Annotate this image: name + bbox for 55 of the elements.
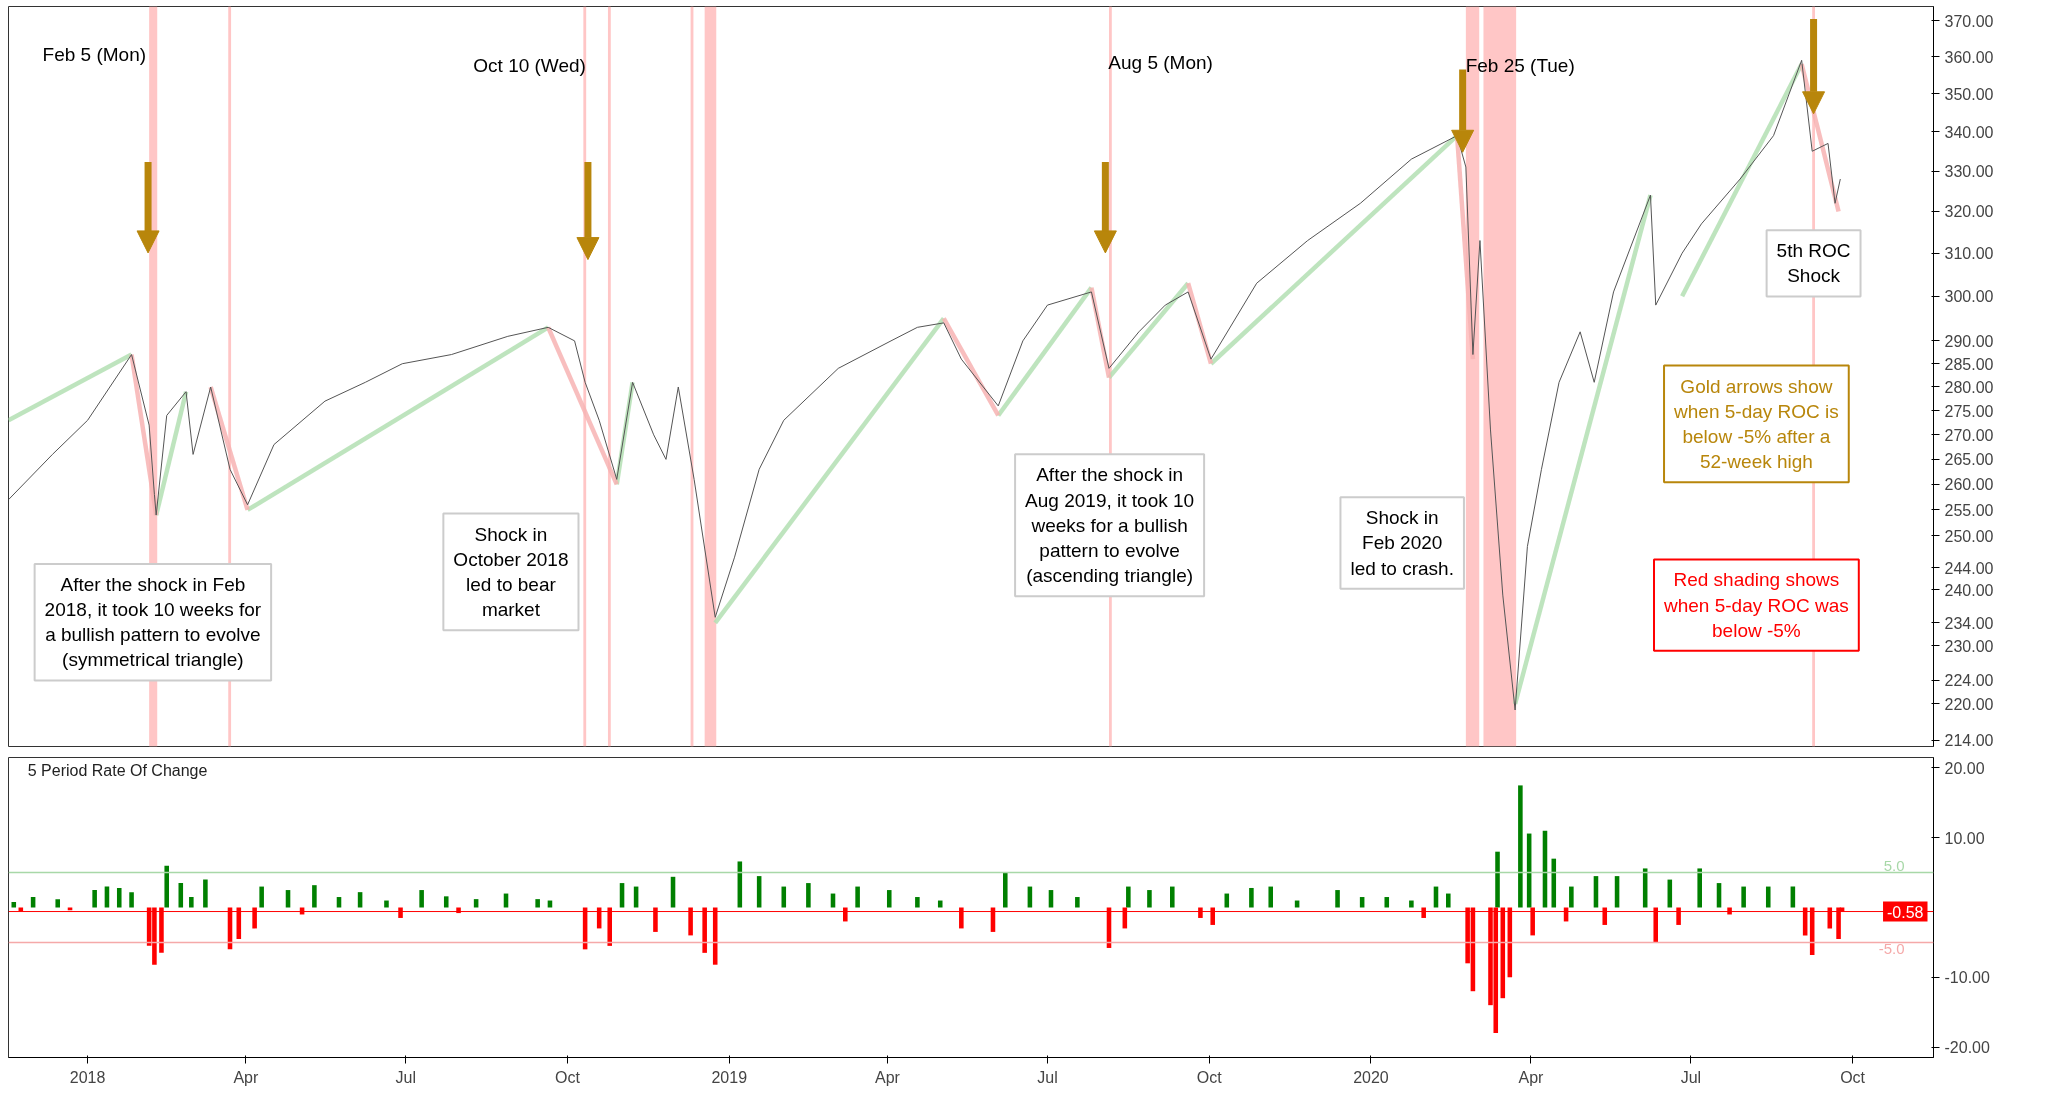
y-tick-label: 10.00 xyxy=(1944,829,1985,847)
y-tick-label: 20.00 xyxy=(1944,759,1985,777)
annotation: Aug 5 (Mon) xyxy=(1108,51,1213,73)
annotation: Red shading shows when 5-day ROC was below -5% xyxy=(1663,569,1849,641)
y-tick-label: 260.00 xyxy=(1944,476,1994,494)
y-tick-label: -20.00 xyxy=(1944,1039,1990,1057)
x-tick-label: Oct xyxy=(1196,1068,1223,1086)
x-tick-label: Jul xyxy=(1037,1068,1058,1086)
y-tick-label: 290.00 xyxy=(1944,332,1994,350)
y-tick-label: 360.00 xyxy=(1944,48,1994,66)
y-tick-label: 310.00 xyxy=(1944,245,1994,263)
chart-title: 5 Period Rate Of Change xyxy=(27,762,208,779)
x-tick-label: Oct xyxy=(1840,1068,1866,1086)
annotation: Feb 25 (Tue) xyxy=(1465,55,1575,77)
y-tick-label: 285.00 xyxy=(1944,355,1994,373)
y-tick-label: -10.00 xyxy=(1944,969,1990,987)
y-tick-label: 265.00 xyxy=(1944,451,1994,469)
y-tick-label: 220.00 xyxy=(1944,696,1994,713)
y-tick-label: 214.00 xyxy=(1944,732,1994,750)
y-tick-label: 240.00 xyxy=(1944,581,1994,599)
y-tick-label: 230.00 xyxy=(1944,637,1994,655)
y-tick-label: 234.00 xyxy=(1944,614,1994,632)
y-tick-label: 244.00 xyxy=(1944,559,1994,577)
y-tick-label: 320.00 xyxy=(1944,203,1994,221)
y-tick-label: 340.00 xyxy=(1944,123,1994,141)
ref-line-label: 5.0 xyxy=(1883,856,1905,874)
annotation: Shock in Feb 2020 led to crash. xyxy=(1350,507,1454,579)
annotation: Feb 5 (Mon) xyxy=(42,44,147,66)
annotation: Oct 10 (Wed) xyxy=(473,55,586,77)
y-tick-label: 350.00 xyxy=(1944,85,1994,103)
y-tick-label: 280.00 xyxy=(1944,379,1994,396)
y-tick-label: 270.00 xyxy=(1944,426,1994,444)
y-tick-label: 250.00 xyxy=(1944,527,1994,545)
annotation: After the shock in Feb 2018, it took 10 weeks for a bullish pattern to evolve (symmetrical triangle) xyxy=(44,573,262,671)
x-tick-label: Oct xyxy=(555,1068,581,1086)
y-tick-label: 255.00 xyxy=(1944,501,1994,519)
y-tick-label: 275.00 xyxy=(1944,402,1994,420)
annotation: After the shock in Aug 2019, it took 10 weeks for a bullish pattern to evolve (ascending triangle) xyxy=(1025,464,1195,587)
x-tick-label: Apr xyxy=(1518,1068,1545,1086)
y-tick-label: 370.00 xyxy=(1944,12,1994,30)
x-tick-label: 2018 xyxy=(69,1068,106,1086)
y-tick-label: 300.00 xyxy=(1944,288,1994,306)
y-tick-label: 224.00 xyxy=(1944,672,1994,690)
x-tick-label: Jul xyxy=(395,1068,417,1086)
ref-line-label: -0.58 xyxy=(1887,903,1924,921)
x-tick-label: Apr xyxy=(233,1068,259,1086)
ref-line-label: -5.0 xyxy=(1878,940,1905,958)
annotation: 5th ROC Shock xyxy=(1776,240,1851,287)
x-tick-label: Apr xyxy=(875,1068,901,1086)
x-tick-label: 2019 xyxy=(711,1068,748,1086)
annotation: Shock in October 2018 led to bear market xyxy=(453,523,569,621)
y-tick-label: 330.00 xyxy=(1944,163,1994,181)
annotation: Gold arrows show when 5-day ROC is below -5% after a 52-week high xyxy=(1673,375,1839,473)
x-tick-label: 2020 xyxy=(1353,1068,1389,1086)
x-tick-label: Jul xyxy=(1680,1068,1702,1086)
